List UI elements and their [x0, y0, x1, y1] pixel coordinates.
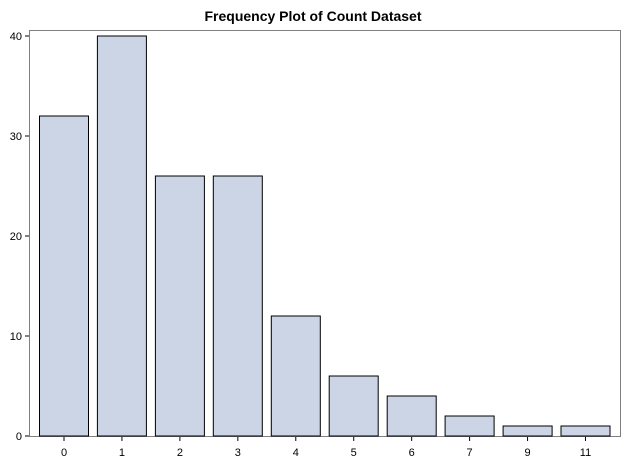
- bar-11: [560, 425, 611, 437]
- y-tick-label-10: 10: [10, 331, 22, 343]
- bar-6: [386, 395, 437, 437]
- y-tick-label-40: 40: [10, 31, 22, 43]
- y-tick-label-0: 0: [16, 431, 22, 443]
- bar-4: [270, 315, 321, 437]
- bar-1: [96, 35, 147, 437]
- x-tick-label-5: 5: [351, 447, 357, 459]
- x-tick-label-0: 0: [61, 447, 67, 459]
- bar-0: [39, 115, 89, 437]
- plot-frame: [29, 30, 621, 437]
- x-tick-label-2: 2: [177, 447, 183, 459]
- x-axis: 0 1 2 3 4 5 6 7 9 11: [61, 437, 591, 459]
- x-tick-label-3: 3: [235, 447, 241, 459]
- y-tick-label-30: 30: [10, 131, 22, 143]
- bar-5: [328, 375, 379, 437]
- x-tick-label-4: 4: [293, 447, 299, 459]
- chart-title: Frequency Plot of Count Dataset: [204, 8, 421, 24]
- x-tick-label-11: 11: [580, 447, 591, 459]
- bar-3: [212, 175, 263, 437]
- y-axis: 0 10 20 30 40: [10, 31, 29, 443]
- bar-7: [444, 415, 495, 437]
- x-tick-label-7: 7: [467, 447, 473, 459]
- bar-9: [502, 425, 553, 437]
- bar-2: [154, 175, 205, 437]
- x-tick-label-6: 6: [409, 447, 415, 459]
- bars-group: [39, 35, 611, 437]
- x-tick-label-1: 1: [119, 447, 125, 459]
- y-tick-label-20: 20: [10, 231, 22, 243]
- x-tick-label-9: 9: [524, 447, 530, 459]
